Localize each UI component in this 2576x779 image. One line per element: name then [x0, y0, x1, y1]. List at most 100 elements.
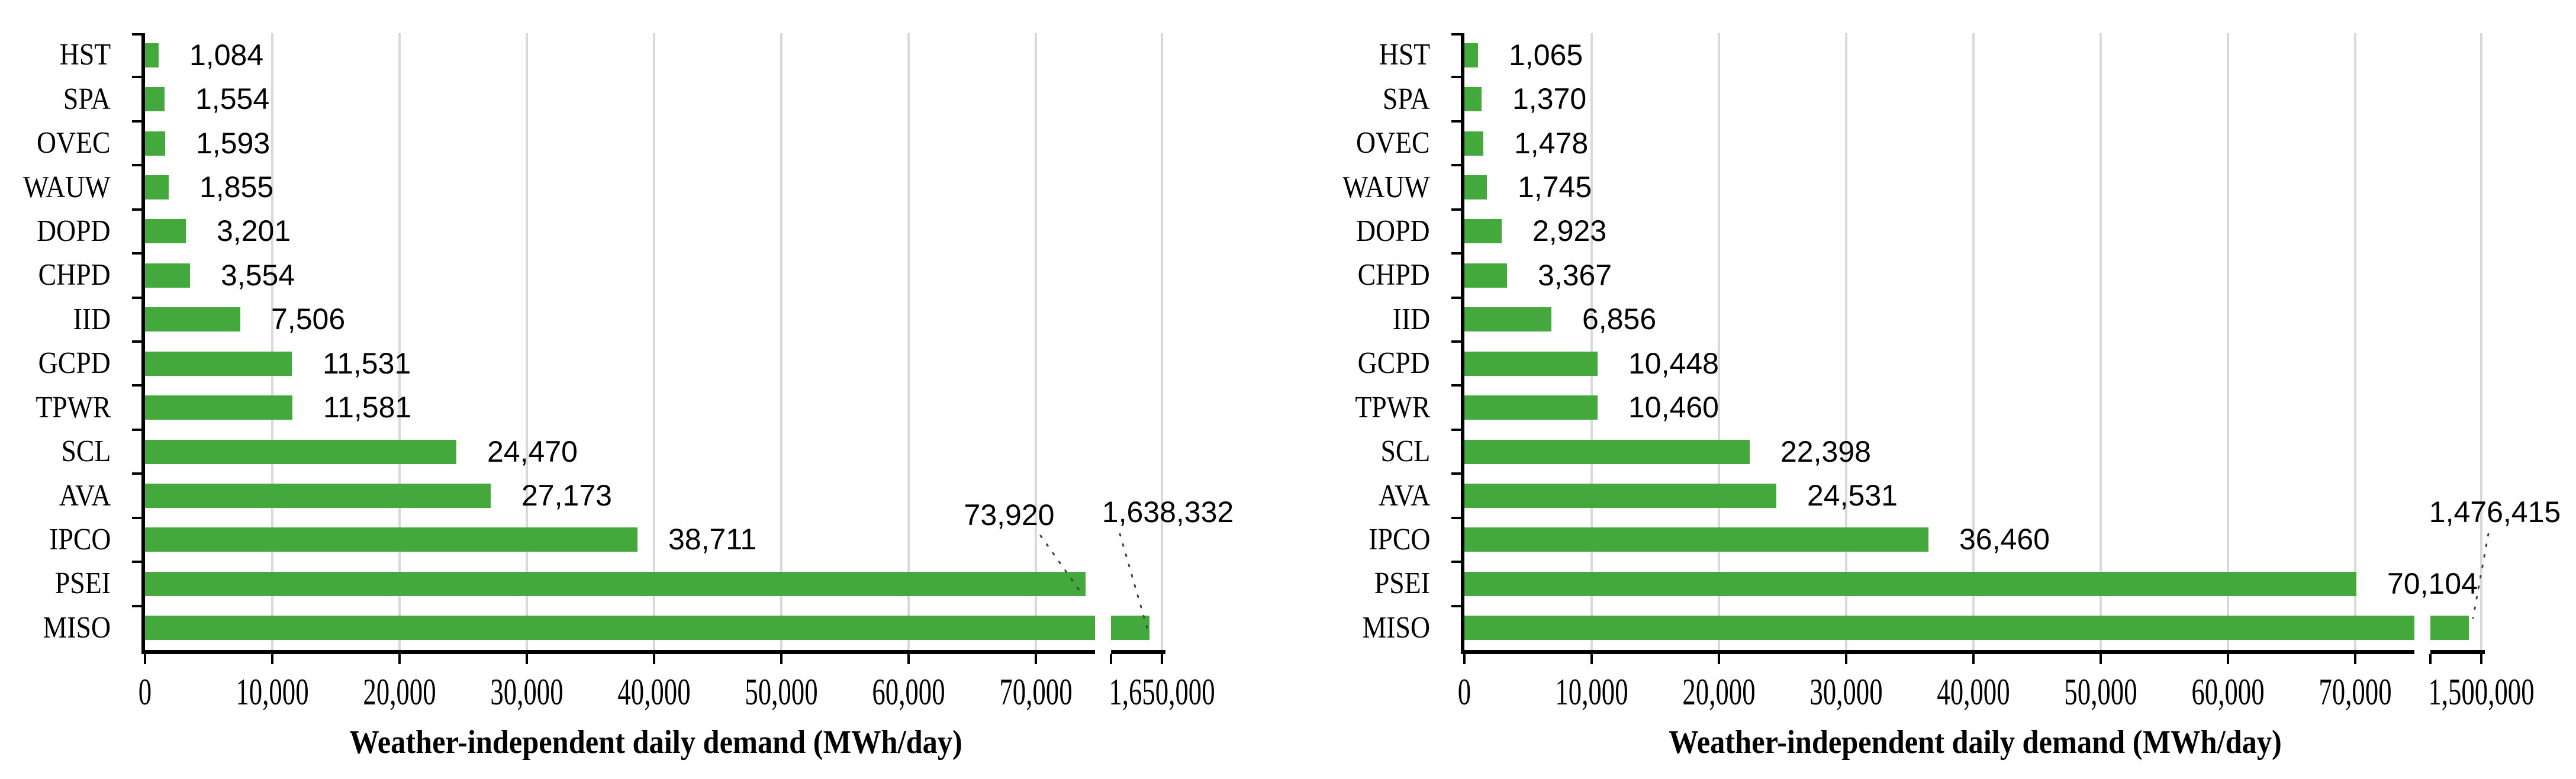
- category-label-text: GCPD: [1357, 346, 1430, 380]
- x-tick-label-70,000: 70,000: [900, 671, 1172, 713]
- y-axis-tick: [132, 120, 141, 123]
- category-label-TPWR: TPWR: [1288, 392, 1430, 423]
- category-label-text: PSEI: [1374, 566, 1430, 600]
- category-label-WAUW: WAUW: [0, 172, 111, 203]
- category-label-text: IID: [1392, 302, 1430, 336]
- gridline-60,000: [2227, 33, 2229, 650]
- category-label-text: WAUW: [23, 170, 111, 204]
- value-label-HST: 1,065: [1509, 38, 1583, 72]
- x-tick-label-text: 60,000: [2191, 671, 2265, 713]
- y-axis-tick: [1451, 605, 1461, 607]
- gridline-20,000: [1718, 33, 1720, 650]
- y-axis-line: [141, 33, 145, 650]
- leader-lines: [2472, 533, 2490, 619]
- x-axis-tick: [2100, 654, 2102, 664]
- x-axis-tick: [2429, 654, 2432, 664]
- y-axis-tick: [132, 561, 141, 563]
- y-axis-tick: [1451, 297, 1461, 299]
- x-axis-tick: [2480, 654, 2482, 664]
- bar-SPA: [145, 87, 165, 111]
- x-tick-label-text: 50,000: [2064, 671, 2137, 713]
- x-tick-label-0: 0: [1328, 671, 1601, 713]
- y-axis-tick: [1451, 208, 1461, 211]
- x-tick-label-1,500,000: 1,500,000: [2345, 671, 2576, 713]
- category-label-text: AVA: [1378, 479, 1430, 513]
- x-axis-line-before-break: [1461, 650, 2414, 654]
- category-label-text: GCPD: [38, 346, 111, 380]
- category-label-text: DOPD: [1356, 214, 1430, 248]
- y-axis-tick: [132, 340, 141, 343]
- x-axis-tick: [1718, 654, 1720, 664]
- y-axis-line: [1461, 33, 1464, 650]
- x-tick-label-text: 70,000: [999, 671, 1073, 713]
- x-tick-label-20,000: 20,000: [1583, 673, 1855, 711]
- bar-IID: [145, 307, 240, 331]
- leader-lines: [1039, 533, 1149, 633]
- x-axis-line-before-break: [141, 650, 1095, 654]
- bar-CHPD: [1464, 263, 1507, 288]
- x-axis-title-text: Weather-independent daily demand (MWh/da…: [1669, 724, 2282, 761]
- bar-TPWR: [145, 395, 292, 420]
- x-tick-label-40,000: 40,000: [1837, 671, 2110, 713]
- x-axis-tick: [1972, 654, 1975, 664]
- x-tick-label-30,000: 30,000: [1710, 673, 1982, 711]
- chart-left: Weather-independent daily demand (MWh/da…: [0, 33, 1234, 761]
- value-label-CHPD: 3,367: [1538, 259, 1612, 292]
- gridline-50,000: [2100, 33, 2102, 650]
- value-label-TPWR: 10,460: [1628, 391, 1719, 424]
- y-axis-tick: [132, 76, 141, 78]
- y-axis-tick: [132, 429, 141, 431]
- x-axis-line-after-break: [2430, 650, 2485, 654]
- bar-MISO-segment-1: [145, 616, 1095, 640]
- category-label-IID: IID: [1288, 304, 1430, 335]
- category-label-MISO: MISO: [0, 613, 111, 643]
- category-label-text: MISO: [1362, 611, 1430, 645]
- gridline-10,000: [1590, 33, 1593, 650]
- x-tick-label-text: 0: [1457, 671, 1471, 713]
- value-label-IPCO: 36,460: [1959, 523, 2050, 556]
- gridline-10,000: [271, 33, 273, 650]
- value-label-SCL: 24,470: [487, 435, 578, 468]
- category-label-text: SPA: [1383, 82, 1430, 116]
- x-axis-tick: [1463, 654, 1466, 664]
- category-label-text: SCL: [1380, 434, 1430, 468]
- category-label-text: SCL: [61, 434, 111, 468]
- x-axis-title-text: Weather-independent daily demand (MWh/da…: [349, 724, 962, 761]
- category-label-text: IID: [73, 302, 111, 336]
- gridline-1,500,000: [2480, 33, 2482, 650]
- x-tick-label-30,000: 30,000: [391, 673, 663, 711]
- gridline-40,000: [1972, 33, 1975, 650]
- category-label-WAUW: WAUW: [1288, 172, 1430, 203]
- category-label-text: AVA: [59, 479, 111, 513]
- chart-right: Weather-independent daily demand (MWh/da…: [1288, 0, 2576, 779]
- bar-HST: [1464, 43, 1478, 67]
- category-label-HST: HST: [0, 40, 111, 70]
- gridline-60,000: [907, 33, 910, 650]
- x-tick-label-text: 10,000: [1555, 671, 1628, 713]
- bar-SCL: [145, 440, 456, 464]
- y-axis-tick: [132, 252, 141, 255]
- x-tick-label-text: 0: [138, 671, 152, 713]
- x-axis-tick: [780, 654, 783, 664]
- category-label-SPA: SPA: [0, 84, 111, 115]
- x-axis-tick: [1845, 654, 1847, 664]
- category-label-DOPD: DOPD: [0, 216, 111, 247]
- bar-PSEI: [145, 572, 1086, 596]
- bar-OVEC: [145, 131, 165, 156]
- x-tick-label-text: 1,500,000: [2428, 671, 2535, 713]
- bar-IPCO: [1464, 527, 1928, 552]
- x-axis-tick: [653, 654, 655, 664]
- category-label-text: HST: [59, 38, 111, 72]
- bar-AVA: [1464, 484, 1776, 508]
- y-axis-tick: [132, 208, 141, 211]
- x-tick-label-text: 40,000: [1937, 671, 2010, 713]
- bar-HST: [145, 43, 159, 67]
- bar-OVEC: [1464, 131, 1483, 156]
- category-label-OVEC: OVEC: [0, 128, 111, 159]
- x-tick-label-40,000: 40,000: [518, 673, 790, 711]
- y-axis-tick: [1451, 33, 1461, 36]
- x-tick-label-text: 20,000: [363, 671, 436, 713]
- value-label-GCPD: 11,531: [323, 347, 411, 380]
- x-tick-label-text: 10,000: [236, 671, 309, 713]
- bar-PSEI: [1464, 572, 2356, 596]
